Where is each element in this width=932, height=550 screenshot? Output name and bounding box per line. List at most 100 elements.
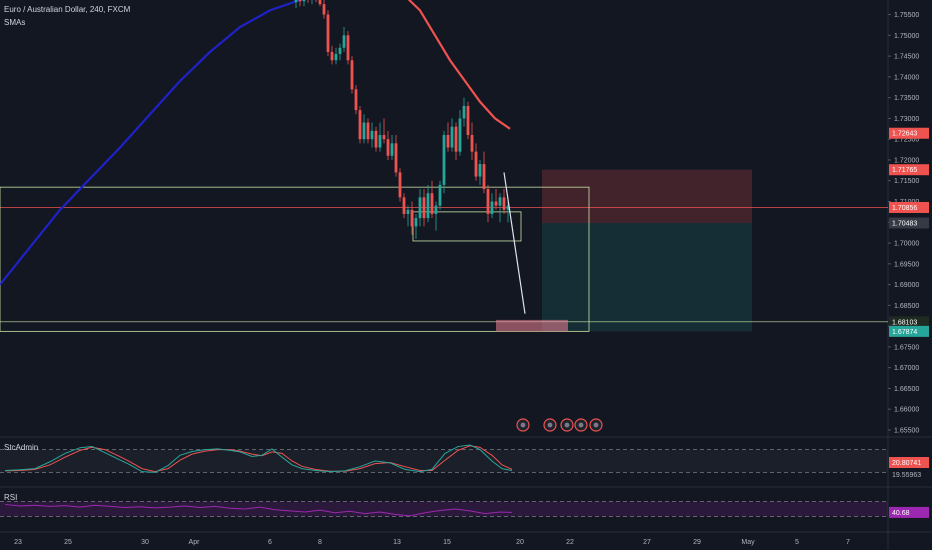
- candle-body: [446, 135, 450, 148]
- candle-body: [294, 0, 298, 3]
- candle-body: [418, 197, 422, 219]
- candle-body: [378, 135, 382, 148]
- candle-body: [430, 193, 434, 214]
- y-tick-label: 1.74000: [894, 74, 919, 81]
- x-tick-label: 25: [64, 539, 72, 546]
- price-label-tag: [889, 217, 929, 229]
- event-marker-dot: [520, 422, 526, 428]
- y-tick-label: 1.75500: [894, 12, 919, 19]
- x-tick-label: 29: [693, 539, 701, 546]
- candle-body: [398, 172, 402, 198]
- price-label-text: 1.70483: [892, 220, 917, 227]
- candle-body: [394, 143, 398, 173]
- x-tick-label: 6: [268, 539, 272, 546]
- sma-fast-line: [407, 0, 511, 130]
- candle-body: [402, 197, 406, 214]
- price-label-text: 1.72643: [892, 131, 917, 138]
- price-label-tag: [889, 164, 929, 176]
- take-profit-zone: [542, 222, 752, 332]
- x-tick-label: 8: [318, 539, 322, 546]
- candle-body: [506, 205, 510, 210]
- price-label-tag: [889, 325, 929, 337]
- x-tick-label: 23: [14, 539, 22, 546]
- projection-line: [503, 172, 526, 314]
- y-tick-label: 1.73500: [894, 95, 919, 102]
- price-label-text: 1.67874: [892, 329, 917, 336]
- indicator-legend[interactable]: SMAs: [4, 18, 26, 27]
- candle-body: [406, 209, 410, 214]
- x-tick-label: 7: [846, 539, 850, 546]
- sma-slow-line: [0, 0, 306, 286]
- x-tick-label: 27: [643, 539, 651, 546]
- stoch-value-1: 20.80741: [892, 460, 921, 467]
- stoch-pane-label[interactable]: StcAdmin: [4, 443, 39, 452]
- stoch-value-tag: [889, 457, 929, 468]
- y-tick-label: 1.67500: [894, 344, 919, 351]
- range-box: [0, 186, 590, 332]
- stop-loss-zone: [542, 169, 752, 223]
- candle-body: [494, 201, 498, 206]
- symbol-legend[interactable]: Euro / Australian Dollar, 240, FXCM: [4, 5, 131, 14]
- y-tick-label: 1.66500: [894, 386, 919, 393]
- rsi-line: [4, 503, 513, 517]
- candle-body: [370, 130, 374, 140]
- event-marker-dot: [547, 422, 553, 428]
- rsi-pane-label[interactable]: RSI: [4, 493, 18, 502]
- candle-body: [462, 105, 466, 119]
- candle-body: [474, 151, 478, 177]
- candle-body: [442, 135, 446, 185]
- candle-body: [346, 35, 350, 61]
- candle-body: [330, 51, 334, 61]
- candle-body: [470, 135, 474, 152]
- rsi-value-tag: [889, 506, 929, 518]
- candle-body: [498, 197, 502, 206]
- candle-body: [454, 126, 458, 152]
- y-tick-label: 1.72000: [894, 157, 919, 164]
- candle-body: [466, 105, 470, 136]
- candle-body: [382, 135, 386, 140]
- candle-body: [390, 143, 394, 156]
- y-tick-label: 1.68500: [894, 303, 919, 310]
- y-tick-label: 1.71500: [894, 178, 919, 185]
- x-tick-label: May: [741, 539, 755, 546]
- y-tick-label: 1.75000: [894, 33, 919, 40]
- x-tick-label: 15: [443, 539, 451, 546]
- x-tick-label: Apr: [189, 539, 201, 546]
- price-label-tag: [889, 316, 929, 328]
- price-label-text: 1.68103: [892, 319, 917, 326]
- rsi-value: 40.68: [892, 510, 910, 517]
- candle-body: [490, 201, 494, 214]
- rsi-band: [0, 501, 888, 517]
- price-label-text: 1.70856: [892, 205, 917, 212]
- target-marker-box: [496, 319, 568, 332]
- candle-body: [354, 89, 358, 111]
- candle-body: [386, 139, 390, 156]
- price-label-text: 1.71765: [892, 167, 917, 174]
- x-tick-label: 20: [516, 539, 524, 546]
- candle-body: [482, 164, 486, 190]
- candle-body: [486, 189, 490, 214]
- candle-body: [366, 122, 370, 140]
- event-marker-dot: [578, 422, 584, 428]
- candle-body: [414, 218, 418, 227]
- event-marker-dot: [593, 422, 599, 428]
- y-tick-label: 1.74500: [894, 54, 919, 61]
- candle-body: [326, 14, 330, 52]
- candle-body: [318, 0, 322, 5]
- y-tick-label: 1.67000: [894, 365, 919, 372]
- candle-body: [434, 205, 438, 214]
- x-tick-label: 13: [393, 539, 401, 546]
- candle-body: [426, 193, 430, 219]
- x-tick-label: 22: [566, 539, 574, 546]
- candle-body: [478, 164, 482, 177]
- event-marker-dot: [564, 422, 570, 428]
- x-tick-label: 30: [141, 539, 149, 546]
- candle-body: [450, 126, 454, 148]
- stoch-k-line: [4, 444, 513, 473]
- candle-body: [302, 0, 306, 2]
- y-tick-label: 1.73000: [894, 116, 919, 123]
- candle-body: [458, 118, 462, 152]
